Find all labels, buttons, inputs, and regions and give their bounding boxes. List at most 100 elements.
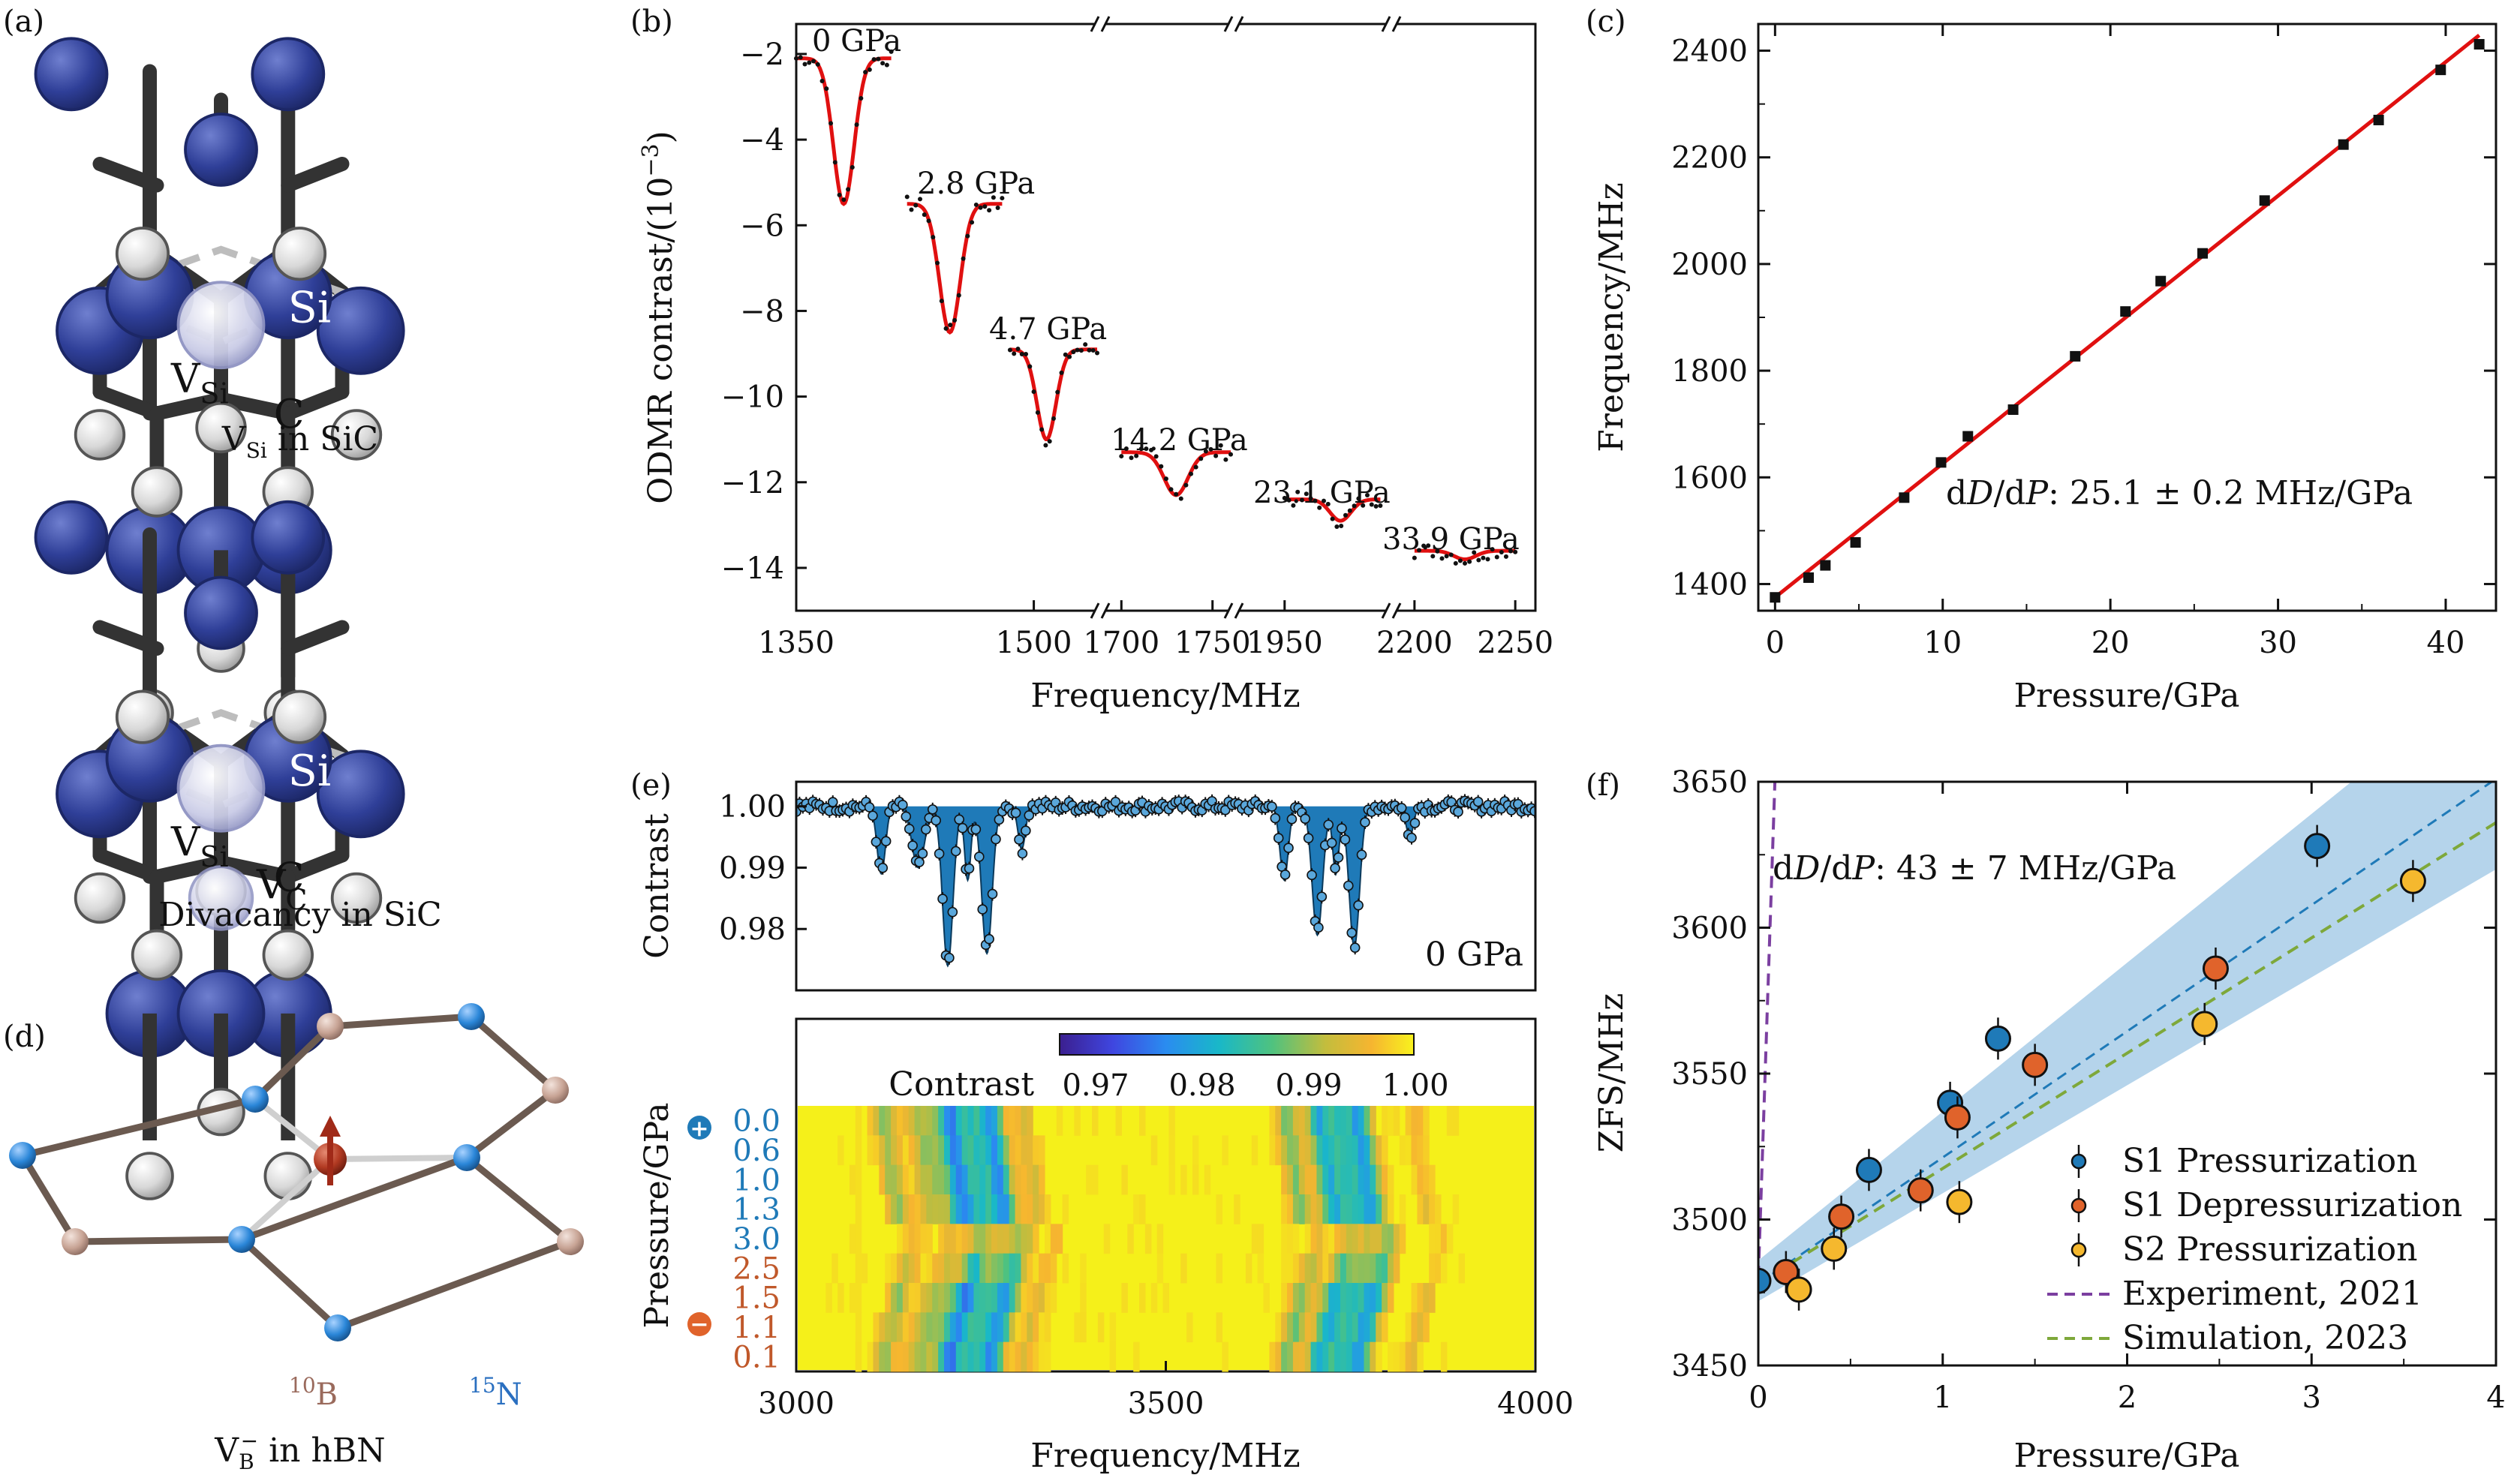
- heatmap-cell: [1027, 1224, 1033, 1254]
- heatmap-cell: [967, 1164, 974, 1195]
- odmr-data-point: [1174, 491, 1179, 497]
- nitrogen-atom: [458, 1003, 485, 1030]
- heatmap-cell: [1298, 1106, 1306, 1136]
- contrast-ylabel: Contrast: [638, 813, 676, 959]
- heatmap-cell: [944, 1194, 951, 1224]
- heatmap-cell: [1411, 1164, 1418, 1195]
- heatmap-cell: [1015, 1253, 1022, 1284]
- heatmap-cell: [926, 1312, 933, 1343]
- zfs-data-point: [2191, 1011, 2218, 1038]
- heatmap-cell: [1446, 1106, 1454, 1136]
- freq-data-point: [2007, 404, 2019, 415]
- odmr-data-point: [841, 197, 847, 203]
- heatmap-cell: [973, 1312, 980, 1343]
- odmr-data-point: [1343, 512, 1348, 518]
- odmr-data-point: [1027, 364, 1033, 369]
- odmr-data-point: [1043, 443, 1048, 448]
- heatmap-cell: [1275, 1341, 1282, 1372]
- xtick-label: 40: [2427, 626, 2465, 660]
- heatmap-cell: [1292, 1283, 1300, 1313]
- odmr-data-point: [1308, 496, 1313, 501]
- si-atom: [251, 500, 326, 575]
- heatmap-cell: [879, 1135, 886, 1166]
- odmr-data-point: [978, 205, 983, 210]
- heatmap-cell: [1056, 1224, 1063, 1254]
- heatmap-cell: [891, 1106, 898, 1136]
- heatmap-cell: [1021, 1253, 1027, 1284]
- heatmap-cell: [855, 1106, 862, 1136]
- heatmap-cell: [938, 1224, 945, 1254]
- heatmap-cell: [896, 1164, 904, 1195]
- contrast-data-point: [827, 797, 838, 807]
- contrast-data-point: [1326, 837, 1337, 849]
- heatmap-cell: [1304, 1106, 1312, 1136]
- heatmap-cell: [920, 1164, 927, 1195]
- heatmap-cell: [1298, 1312, 1306, 1343]
- contrast-data-point: [1409, 818, 1421, 828]
- heatmap-cell: [1334, 1135, 1341, 1166]
- heatmap-cell: [926, 1224, 933, 1254]
- heatmap-cell: [891, 1312, 898, 1343]
- xtick-label: 1: [1933, 1380, 1952, 1415]
- odmr-data-point: [965, 233, 970, 239]
- heatmap-cell: [944, 1106, 951, 1136]
- heatmap-cell: [1216, 1312, 1222, 1343]
- heatmap-cell: [1435, 1194, 1442, 1224]
- bond: [281, 157, 350, 193]
- heatmap-cell: [1003, 1224, 1010, 1254]
- heatmap-cell: [1062, 1194, 1069, 1224]
- heatmap-cell: [1027, 1283, 1033, 1313]
- heatmap-cell: [967, 1341, 974, 1372]
- heatmap-cell: [1405, 1341, 1412, 1372]
- heatmap-cell: [885, 1106, 892, 1136]
- heatmap-cell: [1121, 1283, 1128, 1313]
- c-atom: [263, 1152, 313, 1200]
- heatmap-cell: [955, 1224, 963, 1254]
- odmr-data-point: [1123, 446, 1129, 451]
- heatmap-cell: [1399, 1135, 1406, 1166]
- odmr-data-point: [939, 299, 944, 304]
- freq-data-point: [1803, 572, 1815, 583]
- odmr-data-point: [1193, 464, 1198, 470]
- xtick-label: 1750: [1174, 626, 1251, 660]
- heatmap-cell: [902, 1341, 910, 1372]
- heatmap-cell: [1257, 1224, 1265, 1254]
- odmr-data-point: [1218, 443, 1223, 448]
- heatmap-cell: [1322, 1283, 1329, 1313]
- heatmap-cell: [967, 1194, 974, 1224]
- axis-break-gap: [1387, 606, 1396, 615]
- heatmap-cell: [1304, 1253, 1312, 1284]
- heatmap-cell: [867, 1341, 874, 1372]
- odmr-data-point: [1304, 491, 1309, 497]
- heatmap-cell: [1039, 1135, 1045, 1166]
- pressure-row-label: 0.6: [732, 1134, 780, 1168]
- heatmap-cell: [1310, 1253, 1318, 1284]
- heatmap-cell: [1298, 1253, 1306, 1284]
- heatmap-cell: [961, 1312, 969, 1343]
- ytick-label: 3650: [1671, 765, 1748, 800]
- odmr-data-point: [987, 208, 992, 213]
- heatmap-cell: [955, 1341, 963, 1372]
- c-label: C: [274, 854, 305, 900]
- contrast-data-point: [927, 804, 938, 815]
- heatmap-cell: [1388, 1253, 1394, 1284]
- odmr-data-point: [794, 56, 798, 61]
- heatmap-cell: [1292, 1194, 1300, 1224]
- heatmap-cell: [1009, 1194, 1016, 1224]
- heatmap-cell: [1133, 1194, 1140, 1224]
- heatmap-cell: [1346, 1164, 1353, 1195]
- c-atom: [74, 872, 126, 924]
- zfs-data-point: [2304, 833, 2331, 860]
- heatmap-cell: [902, 1283, 910, 1313]
- ytick-label: 2200: [1671, 141, 1748, 176]
- heatmap-cell: [1121, 1164, 1128, 1195]
- heatmap-cell: [1423, 1106, 1430, 1136]
- heatmap-cell: [1352, 1194, 1359, 1224]
- contrast-axes-frame: [795, 780, 1537, 992]
- heatmap-cell: [1316, 1312, 1323, 1343]
- odmr-data-point: [1295, 489, 1301, 494]
- heatmap-cell: [1423, 1283, 1430, 1313]
- zfs-pressure-chart: 0 1 2 3 4 3450 3500 3550 3600 3650 dD/dP: 43 ± 7 …: [1592, 765, 2506, 1475]
- heatmap-cell: [1281, 1106, 1288, 1136]
- odmr-data-point: [824, 86, 829, 92]
